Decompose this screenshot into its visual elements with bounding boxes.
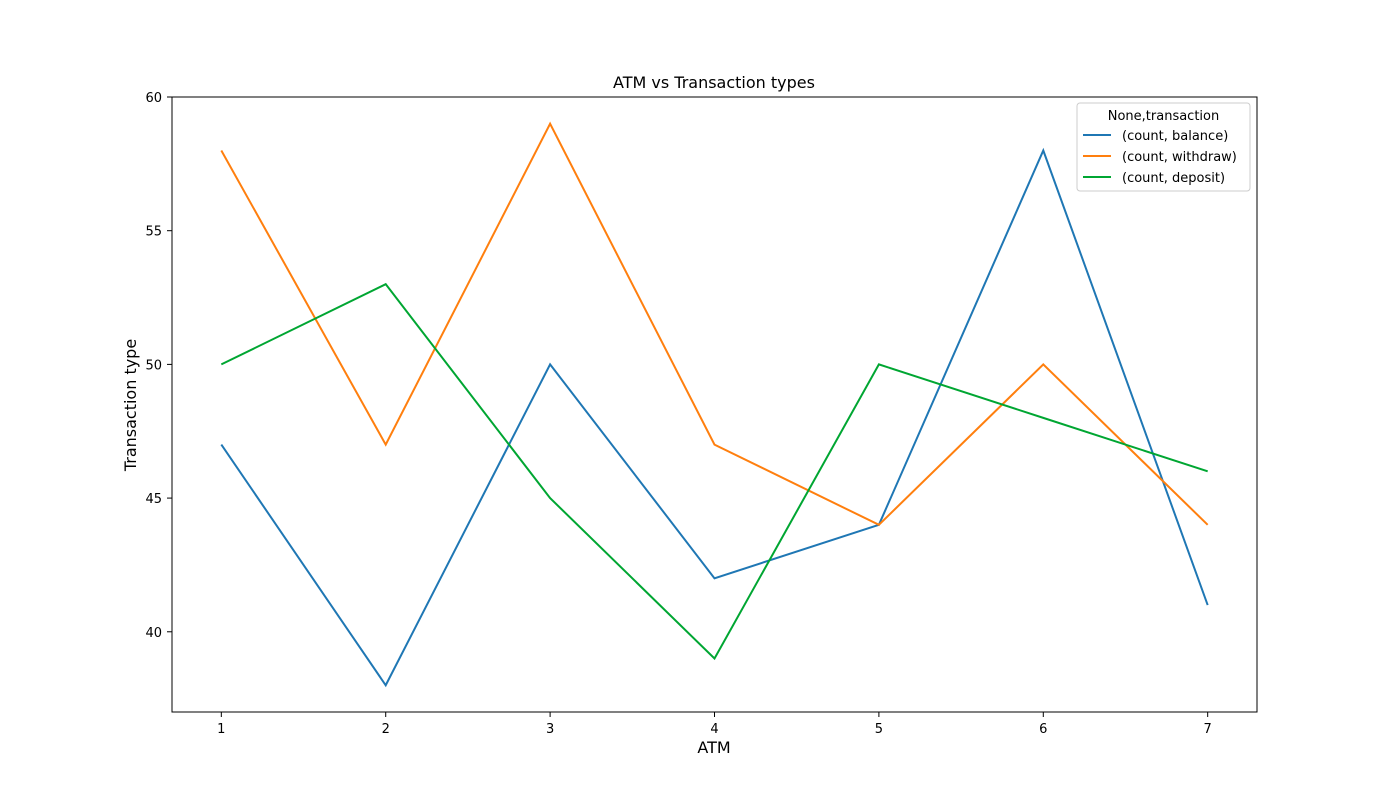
legend-box [1076, 102, 1251, 192]
chart-title: ATM vs Transaction types [613, 73, 815, 92]
y-tick-label: 50 [145, 358, 162, 373]
y-tick-label: 40 [145, 626, 162, 641]
x-tick-label: 7 [1204, 722, 1212, 737]
x-tick-label: 6 [1039, 722, 1047, 737]
x-tick-label: 4 [710, 722, 718, 737]
series-line-2 [220, 282, 1208, 661]
plot-frame [171, 96, 1258, 713]
legend-entry-2: (count, deposit) [1122, 171, 1225, 186]
legend-entry-1: (count, withdraw) [1122, 150, 1237, 165]
x-tick-label: 3 [546, 722, 554, 737]
y-tick-label: 55 [145, 225, 162, 240]
series-line-0 [220, 147, 1209, 688]
x-tick-label: 5 [875, 722, 883, 737]
x-tick-label: 1 [217, 722, 225, 737]
y-tick-label: 45 [145, 492, 162, 507]
x-axis-ticks: 1 2 3 4 5 6 7 [217, 712, 1212, 737]
series-line-1 [220, 121, 1209, 527]
legend: None,transaction (count, balance) (count, … [1076, 102, 1251, 192]
legend-entry-0: (count, balance) [1122, 129, 1228, 144]
y-axis-label: Transaction type [121, 339, 140, 472]
legend-title: None,transaction [1108, 109, 1219, 124]
x-tick-label: 2 [382, 722, 390, 737]
y-tick-label: 60 [145, 91, 162, 106]
x-axis-label: ATM [697, 738, 730, 757]
series-layer [220, 121, 1209, 688]
y-axis-ticks: 40 45 50 55 60 [145, 91, 172, 641]
